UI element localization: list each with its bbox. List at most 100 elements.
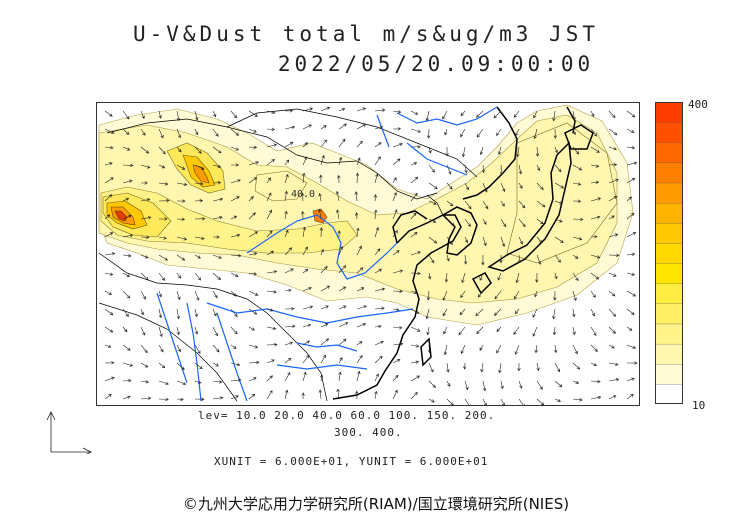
colorbar-cell [655, 363, 683, 385]
wind-arrow-icon [608, 395, 617, 400]
wind-arrow-icon [392, 192, 397, 202]
colorbar-frame [655, 102, 683, 404]
wind-arrow-icon [536, 200, 546, 208]
wind-arrow-icon [284, 357, 292, 364]
wind-arrow-icon [320, 106, 331, 112]
wind-arrow-icon [122, 344, 131, 351]
colorbar [655, 102, 683, 404]
wind-arrow-icon [302, 354, 310, 364]
levels-line-1: lev= 10.0 20.0 40.0 60.0 100. 150. 200. [198, 409, 496, 422]
wind-arrow-icon [446, 200, 454, 207]
wind-arrow-icon [572, 110, 576, 121]
border-india [98, 302, 238, 402]
wind-arrow-icon [302, 340, 311, 346]
wind-arrow-icon [554, 362, 560, 373]
river-yellow [246, 214, 398, 280]
wind-arrow-icon [122, 179, 133, 184]
wind-arrow-icon [572, 164, 583, 171]
wind-arrow-icon [337, 230, 341, 238]
wind-arrow-icon [302, 305, 314, 310]
wind-arrow-icon [212, 146, 222, 154]
wind-arrow-icon [554, 272, 558, 280]
wind-arrow-icon [284, 141, 294, 148]
wind-arrow-icon [356, 140, 363, 148]
wind-arrow-icon [176, 326, 180, 336]
wind-arrow-icon [374, 248, 381, 256]
wind-arrow-icon [374, 390, 378, 400]
wind-arrow-icon [608, 178, 619, 184]
wind-arrow-icon [356, 305, 368, 310]
wind-arrow-icon [104, 162, 113, 166]
wind-arrow-icon [104, 194, 113, 202]
wind-arrow-icon [392, 307, 400, 312]
wind-arrow-icon [444, 272, 449, 283]
wind-arrow-icon [302, 323, 312, 328]
wind-arrow-icon [410, 212, 417, 220]
wind-arrow-icon [302, 156, 308, 166]
colorbar-cell [655, 343, 683, 365]
wind-arrow-icon [194, 254, 201, 259]
wind-arrow-icon [464, 218, 471, 227]
wind-arrow-icon [158, 272, 166, 281]
wind-arrow-icon [374, 173, 379, 184]
wind-arrow-icon [608, 378, 620, 382]
wind-arrow-icon [518, 398, 526, 408]
wind-arrow-icon [248, 252, 258, 256]
wind-arrow-icon [230, 179, 241, 184]
wind-arrow-icon [266, 359, 275, 364]
wind-arrow-icon [231, 163, 240, 167]
wind-arrow-icon [410, 271, 421, 276]
wind-arrow-icon [335, 190, 340, 202]
wind-arrow-icon [392, 374, 399, 382]
wind-arrow-icon [442, 308, 448, 317]
wind-arrow-icon [301, 210, 305, 220]
wind-arrow-icon [374, 340, 384, 346]
wind-arrow-icon [626, 252, 636, 256]
wind-arrow-icon [536, 236, 543, 244]
wind-arrow-icon [554, 254, 561, 263]
wind-arrow-icon [590, 344, 598, 352]
wind-arrow-icon [608, 308, 617, 317]
wind-arrow-icon [572, 217, 584, 222]
wind-arrow-icon [158, 128, 164, 139]
wind-arrow-icon [122, 163, 134, 168]
wind-arrow-icon [338, 338, 347, 346]
wind-arrow-icon [302, 142, 308, 148]
dust-contour-inner-central [254, 170, 308, 202]
wind-arrow-icon [266, 159, 276, 166]
wind-arrow-icon [266, 326, 277, 330]
wind-arrow-icon [446, 164, 452, 175]
river-songhua [406, 142, 468, 176]
wind-arrow-icon [266, 177, 272, 184]
wind-vectors [104, 106, 638, 408]
wind-arrow-icon [158, 217, 168, 221]
wind-arrow-icon [515, 272, 520, 284]
coast-russia-east [462, 106, 518, 200]
colorbar-cell [655, 242, 683, 264]
wind-arrow-icon [122, 110, 130, 120]
wind-arrow-icon [122, 378, 132, 383]
wind-arrow-icon [284, 371, 291, 382]
wind-arrow-icon [553, 128, 557, 139]
wind-arrow-icon [176, 182, 188, 187]
wind-arrow-icon [248, 231, 259, 238]
wind-arrow-icon [554, 164, 562, 173]
wind-arrow-icon [443, 326, 448, 335]
wind-arrow-icon [518, 380, 523, 389]
wind-arrow-icon [320, 285, 331, 292]
wind-arrow-icon [212, 164, 222, 169]
wind-arrow-icon [552, 110, 556, 122]
wind-arrow-icon [266, 230, 273, 238]
wind-arrow-icon [248, 393, 256, 400]
wind-arrow-icon [482, 398, 487, 407]
wind-arrow-icon [300, 192, 305, 202]
wind-arrow-icon [356, 267, 364, 274]
wind-arrow-icon [392, 389, 398, 400]
wind-arrow-icon [194, 217, 206, 221]
wind-arrow-icon [176, 236, 188, 241]
wind-arrow-icon [410, 344, 420, 348]
wind-arrow-icon [590, 308, 595, 317]
wind-arrow-icon [477, 290, 484, 298]
wind-arrow-icon [140, 396, 152, 400]
colorbar-cells [655, 102, 683, 404]
